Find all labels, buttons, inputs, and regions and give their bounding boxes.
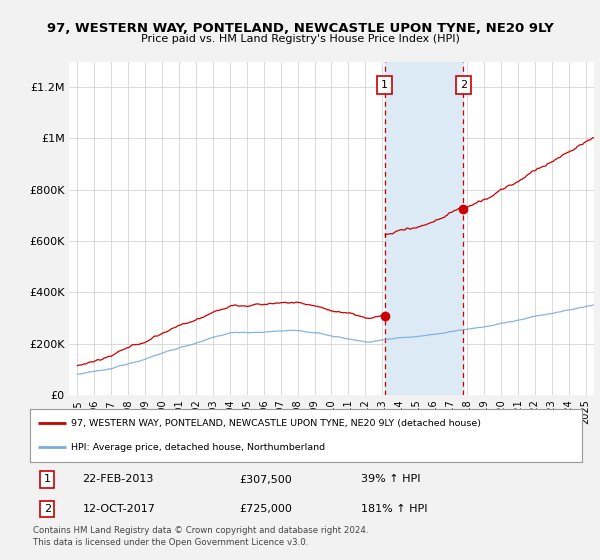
Text: £307,500: £307,500 [240,474,293,484]
Text: 22-FEB-2013: 22-FEB-2013 [82,474,154,484]
Text: Contains HM Land Registry data © Crown copyright and database right 2024.
This d: Contains HM Land Registry data © Crown c… [33,526,368,547]
Text: 181% ↑ HPI: 181% ↑ HPI [361,504,428,514]
Text: 97, WESTERN WAY, PONTELAND, NEWCASTLE UPON TYNE, NE20 9LY (detached house): 97, WESTERN WAY, PONTELAND, NEWCASTLE UP… [71,419,481,428]
Text: HPI: Average price, detached house, Northumberland: HPI: Average price, detached house, Nort… [71,442,326,451]
Text: 1: 1 [44,474,51,484]
Text: 1: 1 [381,80,388,90]
Text: £725,000: £725,000 [240,504,293,514]
Text: 12-OCT-2017: 12-OCT-2017 [82,504,155,514]
Text: 2: 2 [460,80,467,90]
Text: 2: 2 [44,504,51,514]
Text: Price paid vs. HM Land Registry's House Price Index (HPI): Price paid vs. HM Land Registry's House … [140,34,460,44]
Text: 39% ↑ HPI: 39% ↑ HPI [361,474,421,484]
Text: 97, WESTERN WAY, PONTELAND, NEWCASTLE UPON TYNE, NE20 9LY: 97, WESTERN WAY, PONTELAND, NEWCASTLE UP… [47,22,553,35]
Bar [385,62,463,395]
